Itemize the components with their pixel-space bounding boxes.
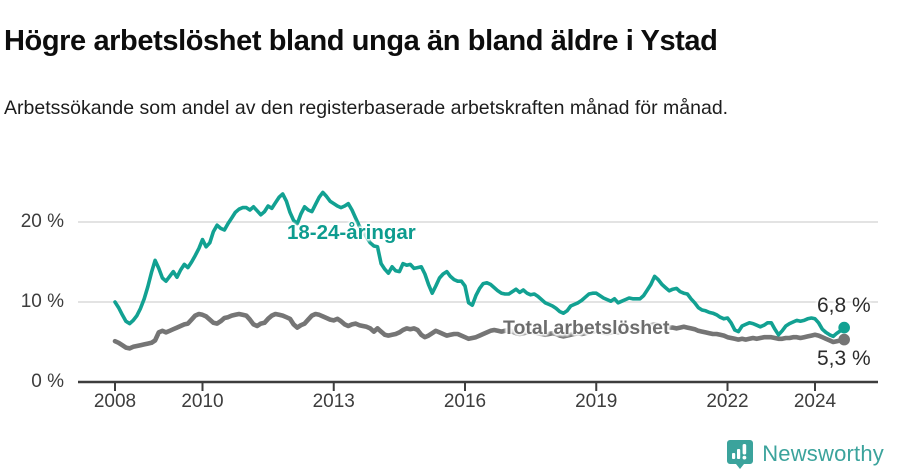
x-axis-tick-label: 2010 (181, 391, 224, 412)
y-axis-tick-label-20: 20 % (20, 211, 64, 232)
chart-subtitle: Arbetssökande som andel av den registerb… (4, 96, 729, 119)
x-axis-tick-label: 2022 (706, 391, 749, 412)
brand-footer: Newsworthy (726, 439, 884, 469)
y-axis-tick-label-10: 10 % (20, 291, 64, 312)
x-axis-line (78, 380, 878, 391)
chart-title: Högre arbetslöshet bland unga än bland ä… (4, 25, 718, 58)
x-axis-tick-label: 2013 (312, 391, 355, 412)
x-axis-tick-label: 2008 (93, 391, 137, 412)
gridlines (78, 221, 878, 303)
series-label-total: Total arbetslöshet (503, 317, 670, 339)
series-line-18-24 (113, 190, 847, 339)
series-line-total (112, 311, 847, 351)
y-axis-tick-label-0: 0 % (31, 371, 64, 392)
endpoint-dots (838, 321, 850, 346)
end-value-label-total: 5,3 % (817, 347, 871, 370)
x-axis-tick-label: 2024 (793, 391, 837, 412)
series-label-18-24: 18-24-åringar (287, 221, 416, 244)
end-value-label-18-24: 6,8 % (817, 294, 871, 317)
brand-name: Newsworthy (762, 441, 884, 466)
x-axis-tick-label: 2016 (443, 391, 487, 412)
endpoint-dot-18-24 (838, 321, 850, 334)
x-axis-tick-label: 2019 (575, 391, 618, 412)
series-lines (112, 190, 847, 351)
endpoint-dot-total (838, 333, 850, 346)
newsworthy-logo-icon (727, 440, 754, 469)
